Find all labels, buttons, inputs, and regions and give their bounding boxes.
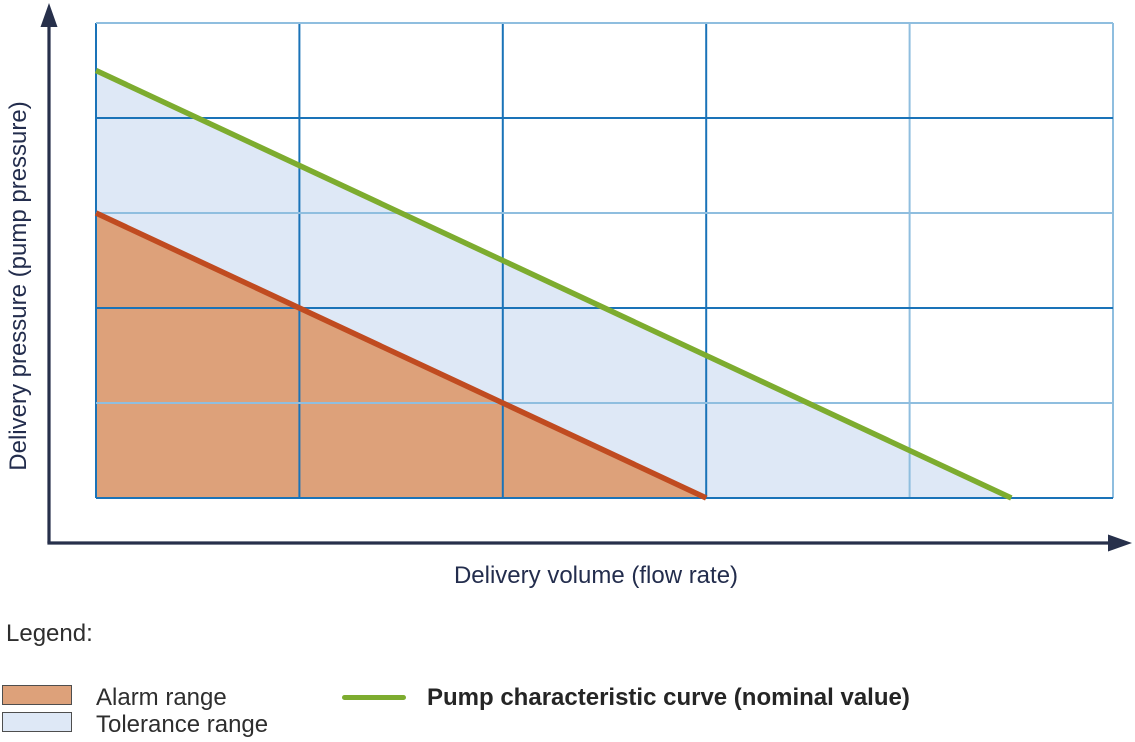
legend-title: Legend:: [6, 620, 93, 647]
curve-alarm-limit-curve: [94, 210, 708, 501]
y-axis-label: Delivery pressure (pump pressure): [5, 101, 32, 471]
tolerance-range-swatch: [2, 712, 72, 732]
alarm-range-swatch: [2, 685, 72, 705]
pump-curve-swatch-line: [342, 695, 406, 700]
alarm-range-label: Alarm range: [96, 684, 227, 711]
pump-curve-label: Pump characteristic curve (nominal value…: [427, 684, 910, 711]
chart-plot: [40, 3, 1132, 552]
tolerance-range-label: Tolerance range: [96, 711, 269, 738]
x-axis-arrowhead-icon: [1108, 534, 1132, 552]
x-axis-label: Delivery volume (flow rate): [453, 562, 739, 589]
y-axis-arrowhead-icon: [40, 3, 58, 27]
curve-pump-characteristic-curve-nominal-value: [94, 68, 1013, 501]
